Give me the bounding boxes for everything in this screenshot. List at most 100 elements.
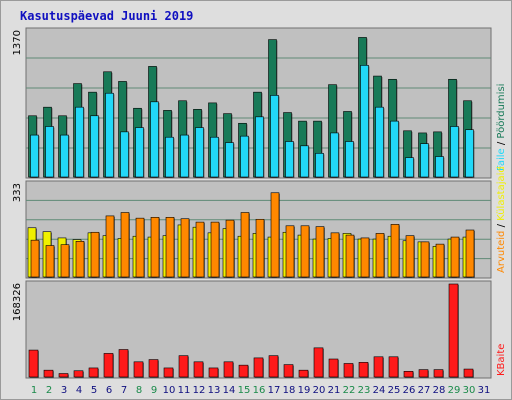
kbytes-bar-day-21 [328, 358, 339, 378]
files-bar-day-23 [360, 65, 369, 178]
hosts-bar-day-25 [390, 224, 400, 278]
hosts-bar-day-18 [285, 225, 295, 278]
hosts-bar-day-8 [135, 217, 145, 278]
day-label-25: 25 [388, 385, 401, 396]
files-bar-day-6 [105, 92, 114, 178]
hosts-bar-day-5 [90, 231, 100, 278]
files-bar-day-8 [135, 127, 144, 178]
hosts-bar-day-26 [405, 235, 415, 278]
day-label-10: 10 [163, 385, 176, 396]
hosts-bar-day-15 [240, 212, 250, 278]
files-bar-day-13 [210, 136, 219, 178]
panel-3-background [25, 280, 492, 379]
day-label-21: 21 [328, 385, 341, 396]
day-label-2: 2 [46, 385, 52, 396]
day-label-27: 27 [418, 385, 431, 396]
files-bar-day-9 [150, 101, 159, 178]
day-label-1: 1 [31, 385, 37, 396]
kbytes-bar-day-13 [208, 367, 219, 378]
legend-panel-1-part: Faile [496, 148, 507, 171]
day-label-28: 28 [433, 385, 446, 396]
files-bar-day-26 [405, 157, 414, 178]
files-bar-day-14 [225, 142, 234, 178]
files-bar-day-29 [450, 126, 459, 178]
kbytes-bar-day-26 [403, 370, 414, 378]
kbytes-bar-day-23 [358, 362, 369, 378]
files-bar-day-27 [420, 143, 429, 178]
kbytes-bar-day-15 [238, 364, 249, 378]
kbytes-bar-day-9 [148, 359, 159, 378]
hosts-bar-day-7 [120, 212, 130, 278]
files-bar-day-25 [390, 120, 399, 178]
hosts-bar-day-9 [150, 217, 160, 278]
hosts-bar-day-10 [165, 217, 175, 278]
hosts-bar-day-2 [45, 245, 55, 278]
legend-panel-3-part: KBaite [496, 344, 507, 376]
files-bar-day-24 [375, 106, 384, 178]
hosts-bar-day-28 [435, 243, 445, 278]
day-label-19: 19 [298, 385, 311, 396]
chart-title: Kasutuspäevad Juuni 2019 [20, 9, 194, 23]
day-label-18: 18 [283, 385, 296, 396]
day-label-29: 29 [448, 385, 461, 396]
files-bar-day-12 [195, 127, 204, 178]
files-bar-day-7 [120, 131, 129, 178]
files-bar-day-1 [30, 134, 39, 178]
kbytes-bar-day-16 [253, 357, 264, 378]
hosts-bar-day-14 [225, 219, 235, 278]
files-bar-day-30 [465, 129, 474, 178]
legend-panel-2-part: / [496, 221, 507, 231]
hosts-bar-day-4 [75, 241, 85, 278]
kbytes-bar-day-2 [43, 369, 54, 378]
legend-panel-2-part: Külastajaid [496, 166, 507, 221]
day-label-24: 24 [373, 385, 386, 396]
hosts-bar-day-22 [345, 234, 355, 278]
files-bar-day-20 [315, 153, 324, 178]
hosts-bar-day-29 [450, 236, 460, 278]
legend-panel-1-part: Pöördumisi [496, 84, 507, 139]
files-bar-day-2 [45, 126, 54, 178]
legend-panel-3: KBaite [496, 344, 507, 376]
kbytes-bar-day-7 [118, 349, 129, 378]
hosts-bar-day-21 [330, 232, 340, 278]
hosts-bar-day-6 [105, 215, 115, 278]
kbytes-bar-day-1 [28, 349, 39, 378]
legend-panel-1-part: / [496, 139, 507, 149]
day-label-23: 23 [358, 385, 371, 396]
day-label-20: 20 [313, 385, 326, 396]
kbytes-bar-day-20 [313, 347, 324, 378]
day-label-22: 22 [343, 385, 356, 396]
files-bar-day-19 [300, 145, 309, 178]
kbytes-bar-day-18 [283, 364, 294, 378]
day-label-12: 12 [193, 385, 206, 396]
kbytes-bar-day-22 [343, 363, 354, 378]
hosts-bar-day-20 [315, 226, 325, 278]
hosts-bar-day-13 [210, 221, 220, 278]
files-bar-day-22 [345, 141, 354, 178]
kbytes-bar-day-3 [58, 373, 69, 378]
day-label-16: 16 [253, 385, 266, 396]
panel-3-max-label: 168326 [12, 283, 23, 321]
day-label-26: 26 [403, 385, 416, 396]
files-bar-day-10 [165, 136, 174, 178]
legend-panel-2: Arvuteid / Külastajaid [496, 166, 507, 273]
hosts-bar-day-3 [60, 244, 70, 278]
day-label-8: 8 [136, 385, 142, 396]
hosts-bar-day-1 [30, 239, 40, 278]
kbytes-bar-day-19 [298, 369, 309, 378]
files-bar-day-16 [255, 116, 264, 178]
hosts-bar-day-11 [180, 218, 190, 278]
files-bar-day-28 [435, 156, 444, 178]
day-label-30: 30 [463, 385, 476, 396]
day-label-9: 9 [151, 385, 157, 396]
day-label-15: 15 [238, 385, 251, 396]
kbytes-bar-day-14 [223, 361, 234, 378]
hosts-bar-day-12 [195, 221, 205, 278]
kbytes-bar-day-27 [418, 369, 429, 378]
kbytes-bar-day-11 [178, 355, 189, 378]
panel-1-max-label: 1370 [12, 30, 23, 55]
legend-panel-1: Faile / Pöördumisi [496, 84, 507, 171]
kbytes-bar-day-4 [73, 370, 84, 378]
hosts-bar-day-17 [270, 192, 280, 278]
